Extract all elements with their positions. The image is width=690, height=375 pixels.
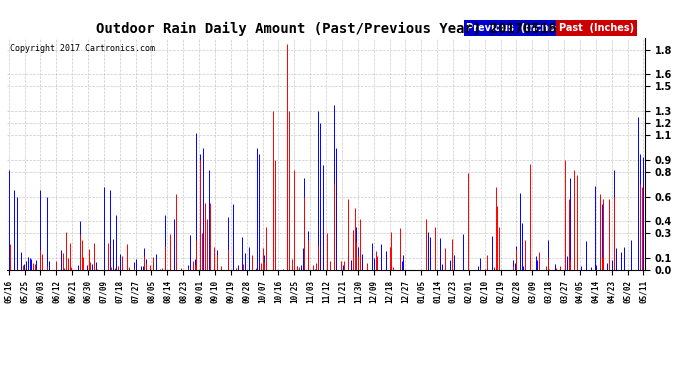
Title: Outdoor Rain Daily Amount (Past/Previous Year) 20170516: Outdoor Rain Daily Amount (Past/Previous… (96, 22, 556, 36)
Text: Past  (Inches): Past (Inches) (559, 23, 634, 33)
Text: Previous  (Inches): Previous (Inches) (466, 23, 566, 33)
Text: Copyright 2017 Cartronics.com: Copyright 2017 Cartronics.com (10, 45, 155, 54)
